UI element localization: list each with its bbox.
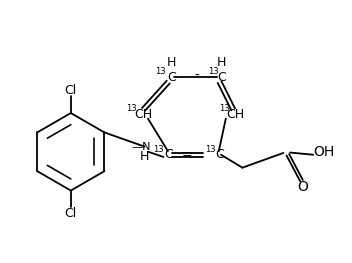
- Text: CH: CH: [134, 108, 152, 121]
- Text: —N: —N: [132, 142, 151, 152]
- Text: 13: 13: [156, 67, 166, 76]
- Text: CH: CH: [226, 108, 244, 121]
- Text: OH: OH: [313, 145, 334, 159]
- Text: 13: 13: [126, 104, 137, 113]
- Text: H: H: [166, 56, 176, 69]
- Text: -: -: [194, 69, 199, 83]
- Text: C: C: [167, 71, 176, 84]
- Text: C: C: [218, 71, 226, 84]
- Text: O: O: [297, 180, 308, 194]
- Text: H: H: [140, 150, 149, 163]
- Text: 13: 13: [219, 104, 230, 113]
- Text: C: C: [215, 148, 224, 161]
- Text: Cl: Cl: [65, 207, 77, 220]
- Text: H: H: [217, 56, 226, 69]
- Text: 13: 13: [205, 145, 216, 154]
- Text: C: C: [164, 148, 173, 161]
- Text: 13: 13: [153, 145, 164, 154]
- Text: Cl: Cl: [65, 84, 77, 97]
- Text: 13: 13: [208, 67, 218, 76]
- Text: =: =: [182, 148, 193, 161]
